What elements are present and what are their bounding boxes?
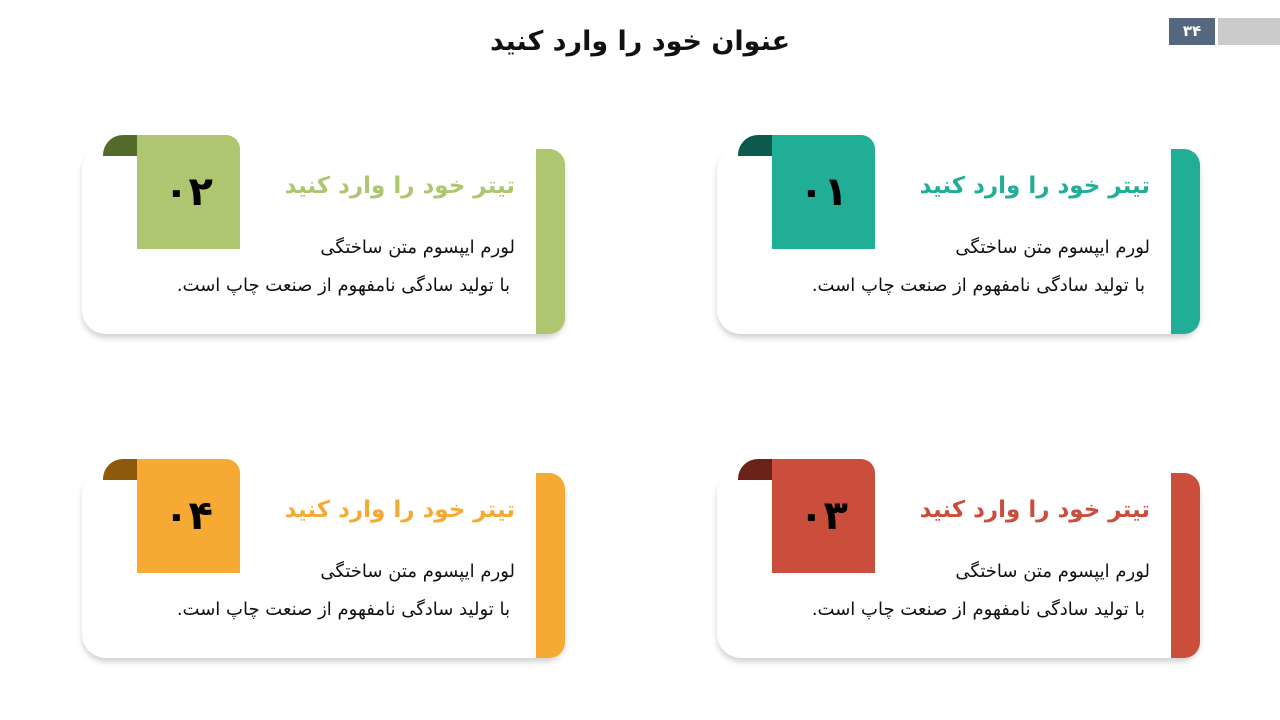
ribbon-fold (103, 135, 143, 156)
slide-title: عنوان خود را وارد کنید (489, 26, 791, 57)
card-text-line1: لورم ایپسوم متن ساختگی (320, 561, 515, 582)
card-04: ۰۴ تیتر خود را وارد کنید لورم ایپسوم متن… (82, 459, 565, 658)
card-title: تیتر خود را وارد کنید (919, 173, 1150, 199)
card-text-line2: با تولید سادگی نامفهوم از صنعت چاپ است. (811, 275, 1145, 296)
card-number: ۰۳ (772, 459, 875, 573)
page-number: ۳۴ (1169, 18, 1215, 45)
card-accent-bar (536, 149, 565, 334)
card-02: ۰۲ تیتر خود را وارد کنید لورم ایپسوم متن… (82, 135, 565, 334)
card-text-line2: با تولید سادگی نامفهوم از صنعت چاپ است. (176, 599, 510, 620)
page-number-bar (1218, 18, 1280, 45)
card-03: ۰۳ تیتر خود را وارد کنید لورم ایپسوم متن… (717, 459, 1200, 658)
card-accent-bar (1171, 149, 1200, 334)
card-title: تیتر خود را وارد کنید (284, 497, 515, 523)
ribbon-fold (738, 135, 778, 156)
card-number: ۰۴ (137, 459, 240, 573)
card-text-line2: با تولید سادگی نامفهوم از صنعت چاپ است. (176, 275, 510, 296)
card-number: ۰۱ (772, 135, 875, 249)
card-accent-bar (536, 473, 565, 658)
card-number: ۰۲ (137, 135, 240, 249)
ribbon-fold (738, 459, 778, 480)
card-text-line1: لورم ایپسوم متن ساختگی (320, 237, 515, 258)
card-accent-bar (1171, 473, 1200, 658)
card-title: تیتر خود را وارد کنید (919, 497, 1150, 523)
ribbon-fold (103, 459, 143, 480)
card-text-line2: با تولید سادگی نامفهوم از صنعت چاپ است. (811, 599, 1145, 620)
card-text-line1: لورم ایپسوم متن ساختگی (955, 561, 1150, 582)
card-01: ۰۱ تیتر خود را وارد کنید لورم ایپسوم متن… (717, 135, 1200, 334)
card-title: تیتر خود را وارد کنید (284, 173, 515, 199)
card-text-line1: لورم ایپسوم متن ساختگی (955, 237, 1150, 258)
